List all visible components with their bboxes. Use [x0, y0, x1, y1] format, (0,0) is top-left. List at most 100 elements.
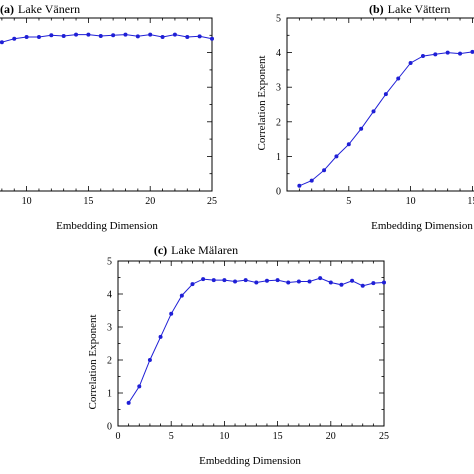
panel-a-data-point — [74, 32, 79, 37]
panel-c-x-tick-label: 15 — [273, 431, 283, 442]
panel-a-series-line — [0, 34, 213, 44]
panel-a-data-point — [148, 32, 153, 37]
panel-c-data-point — [275, 278, 280, 283]
panel-a-data-point — [172, 32, 177, 37]
panel-c-x-tick-label: 5 — [169, 431, 174, 442]
panel-c-data-point — [201, 277, 206, 282]
panel-c-data-point — [254, 280, 259, 285]
panel-c-data-point — [264, 278, 269, 283]
panel-b-data-point — [334, 154, 339, 159]
panel-b-data-point — [309, 178, 314, 183]
panel-c-data-point — [233, 279, 238, 284]
panel-a-data-point — [111, 33, 116, 38]
panel-a-data-point — [24, 35, 29, 40]
panel-b-series-line — [299, 51, 474, 187]
panel-b-y-tick-label: 3 — [276, 83, 281, 94]
panel-b-y-tick-label: 2 — [276, 117, 281, 128]
panel-b-x-tick-label: 10 — [406, 196, 416, 207]
panel-c-y-tick-label: 5 — [107, 257, 112, 268]
panel-c-data-point — [371, 281, 376, 286]
panel-c-data-point — [339, 282, 344, 287]
panel-c-data-point — [211, 278, 216, 283]
panel-a-x-tick-label: 10 — [22, 196, 32, 207]
panel-a-x-axis-label: Embedding Dimension — [56, 220, 158, 232]
panel-c-data-point — [126, 400, 131, 405]
panel-a-data-point — [36, 35, 41, 40]
panel-a-data-point — [185, 35, 190, 40]
panel-b-data-point — [470, 49, 474, 54]
panel-a-title: (a) Lake Vänern — [0, 2, 80, 16]
panel-c-data-point — [137, 384, 142, 389]
panel-c-series-line — [128, 277, 385, 404]
panel-c-x-tick-label: 25 — [379, 431, 389, 442]
panel-b-data-point — [396, 76, 401, 81]
panel-c-y-tick-label: 2 — [107, 356, 112, 367]
panel-b-data-point — [346, 142, 351, 147]
panel-a-data-point — [86, 32, 91, 37]
panel-a-data-point — [123, 32, 128, 37]
panel-c-x-axis-label: Embedding Dimension — [199, 455, 301, 467]
panel-a-data-point — [98, 33, 103, 38]
panel-a-data-point — [160, 35, 165, 40]
panel-c-data-point — [296, 279, 301, 284]
panel-c-data-point — [179, 293, 184, 298]
panel-c-data-point — [382, 280, 386, 285]
panel-b-data-point — [433, 52, 438, 57]
chart-panel-c: (c) Lake Mälaren Embedding Dimension Corr… — [87, 243, 389, 467]
panel-b-y-tick-label: 1 — [276, 152, 281, 163]
panel-b-y-axis-label: Correlation Exponent — [256, 55, 268, 150]
panel-a-data-point — [210, 36, 214, 41]
panel-b-x-tick-label: 5 — [346, 196, 351, 207]
panel-b-data-point — [322, 168, 327, 173]
panel-c-data-point — [307, 279, 312, 284]
panel-c-x-tick-label: 0 — [116, 431, 121, 442]
panel-c-data-point — [147, 358, 152, 362]
panel-c-y-tick-label: 3 — [107, 323, 112, 334]
panel-c-x-tick-label: 20 — [326, 431, 336, 442]
panel-a-data-point — [0, 40, 4, 45]
panel-c-title: (c) Lake Mälaren — [154, 243, 238, 257]
panel-c-y-tick-label: 0 — [107, 422, 112, 433]
panel-a-data-point — [135, 34, 140, 39]
panel-b-data-point — [408, 60, 413, 65]
panel-b-y-tick-label: 4 — [276, 48, 281, 59]
panel-b-y-tick-label: 5 — [276, 14, 281, 25]
panel-a-x-tick-label: 25 — [207, 196, 217, 207]
panel-a-data-point — [197, 34, 202, 39]
panel-c-data-point — [328, 280, 333, 285]
panel-b-data-point — [371, 109, 376, 114]
panel-b-x-axis-label: Embedding Dimension — [371, 220, 473, 232]
panel-c-data-point — [169, 311, 174, 316]
panel-b-data-point — [445, 50, 450, 55]
panel-b-y-tick-label: 0 — [276, 187, 281, 198]
panel-c-data-point — [360, 283, 365, 288]
chart-panel-a: (a)Lake Vänern Embedding Dimension 51015… — [0, 2, 217, 232]
chart-panel-b: (b) Lake Vättern Embedding Dimension Corr… — [256, 2, 474, 232]
panel-c-x-tick-label: 10 — [219, 431, 229, 442]
panel-c-data-point — [318, 276, 323, 281]
panel-a-data-point — [61, 33, 66, 38]
panel-c-data-point — [190, 282, 195, 287]
panel-a-x-tick-label: 15 — [83, 196, 93, 207]
panel-c-data-point — [243, 278, 248, 283]
panel-c-y-axis-label: Correlation Exponent — [87, 314, 99, 409]
panel-b-data-point — [383, 92, 388, 97]
panel-c-data-point — [158, 334, 163, 339]
panel-b-data-point — [297, 183, 302, 188]
panel-a-plot-frame — [0, 17, 213, 192]
panel-a-data-point — [49, 33, 54, 38]
panel-c-data-point — [350, 278, 355, 283]
panel-c-data-point — [222, 278, 227, 283]
panel-c-data-point — [286, 280, 291, 285]
panel-b-data-point — [458, 51, 463, 56]
panel-a-x-tick-label: 20 — [145, 196, 155, 207]
panel-c-y-tick-label: 4 — [107, 290, 112, 301]
panel-c-y-tick-label: 1 — [107, 389, 112, 400]
panel-b-x-tick-label: 15 — [467, 196, 474, 207]
panel-a-data-point — [12, 36, 17, 41]
panel-b-data-point — [420, 54, 425, 59]
panel-b-data-point — [359, 126, 364, 131]
panel-b-plot-frame — [286, 17, 474, 192]
panel-b-title: (b) Lake Vättern — [369, 2, 450, 16]
